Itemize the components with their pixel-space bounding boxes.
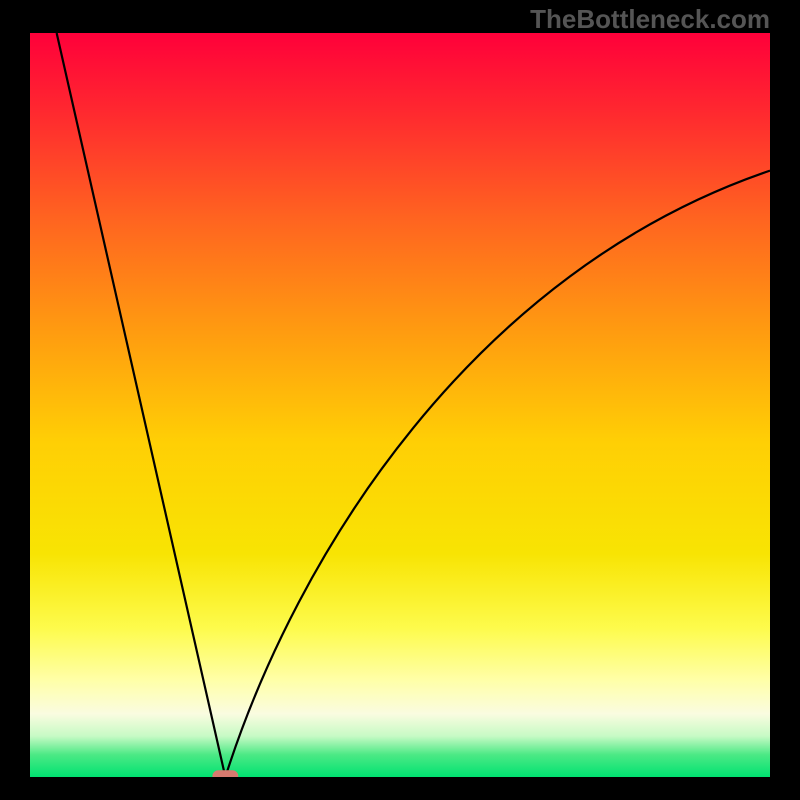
frame-border-left (0, 0, 30, 800)
frame-border-bottom (0, 777, 800, 800)
valley-marker (212, 770, 238, 777)
frame-border-right (770, 0, 800, 800)
bottleneck-chart (30, 33, 770, 777)
watermark-text: TheBottleneck.com (530, 4, 770, 35)
chart-frame: TheBottleneck.com (0, 0, 800, 800)
